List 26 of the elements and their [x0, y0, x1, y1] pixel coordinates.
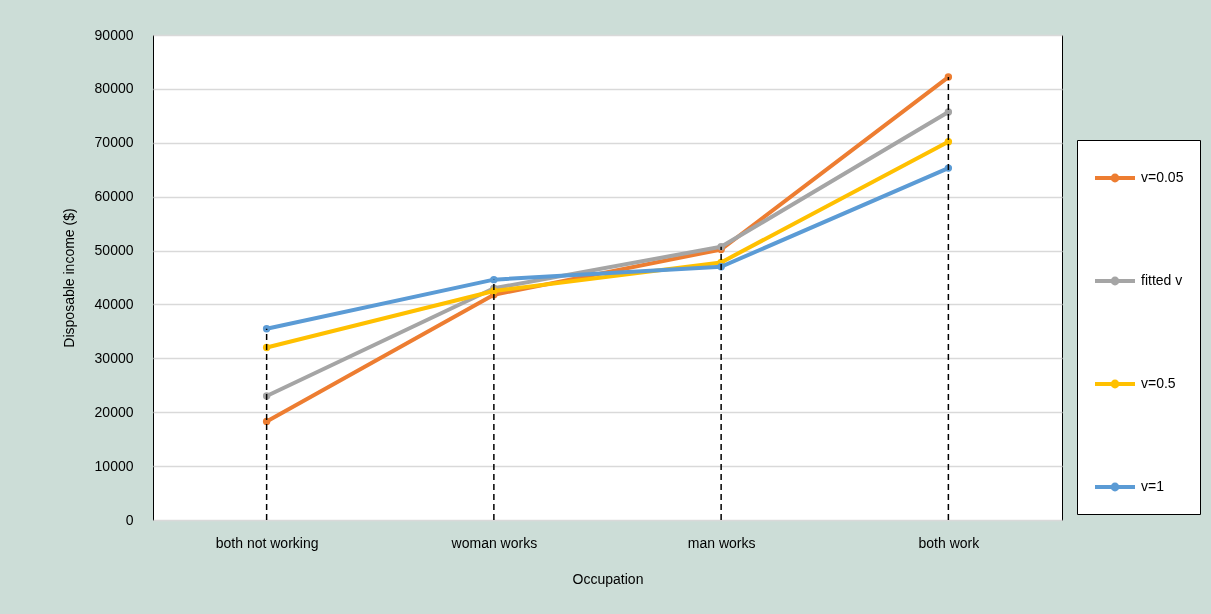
- x-tick-label: both not working: [215, 534, 319, 551]
- point: [262, 417, 271, 426]
- y-tick-label: 50000: [94, 242, 134, 259]
- point: [262, 324, 271, 333]
- point: [944, 108, 953, 116]
- y-axis-title: Disposable income ($): [60, 208, 77, 348]
- legend-label: v=1: [1141, 478, 1165, 494]
- point: [944, 138, 953, 146]
- legend-label: v=0.5: [1141, 375, 1176, 391]
- x-tick-label: man works: [687, 534, 756, 551]
- legend-label: fitted v: [1141, 272, 1183, 288]
- y-tick-label: 40000: [94, 295, 134, 312]
- y-tick-label: 0: [125, 511, 134, 528]
- y-tick-label: 90000: [94, 26, 134, 43]
- point: [944, 73, 953, 81]
- legend-label: v=0.05: [1141, 169, 1184, 185]
- y-tick-label: 30000: [94, 349, 134, 366]
- x-tick-label: woman works: [450, 534, 538, 551]
- y-tick-label: 10000: [94, 457, 134, 474]
- x-tick-label: both work: [918, 534, 981, 551]
- y-tick-label: 80000: [94, 80, 134, 97]
- y-tick-label: 60000: [94, 188, 134, 205]
- y-tick-label: 70000: [94, 134, 134, 151]
- y-tick-label: 20000: [94, 403, 134, 420]
- point: [490, 275, 498, 284]
- x-axis-title: Occupation: [572, 570, 644, 587]
